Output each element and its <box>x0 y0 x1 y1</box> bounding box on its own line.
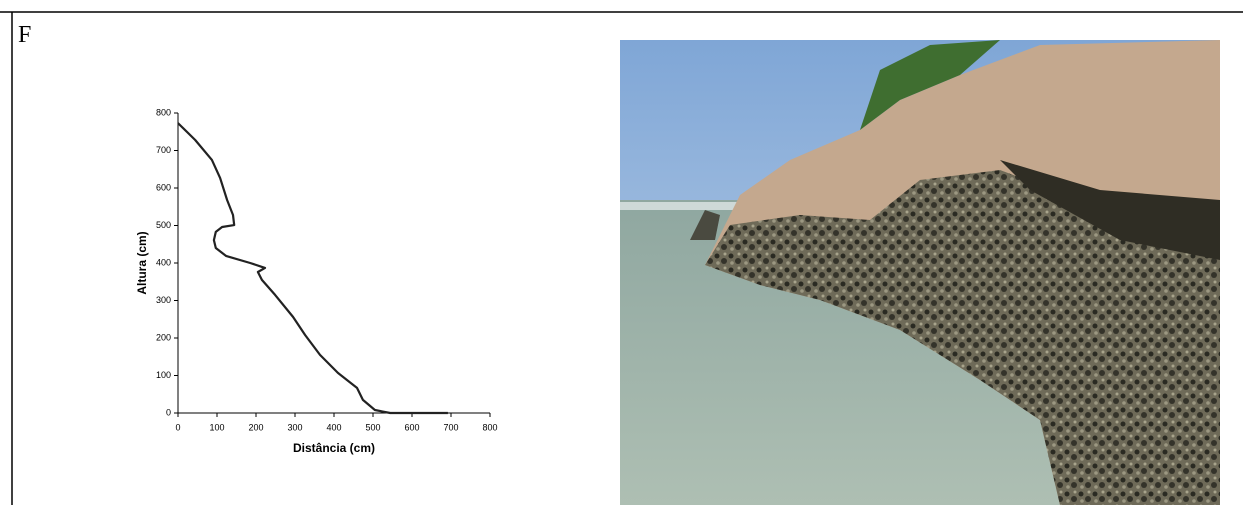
panel-label: F <box>18 22 31 48</box>
x-tick-label: 300 <box>287 422 302 432</box>
x-tick-label: 400 <box>326 422 341 432</box>
y-tick-label: 300 <box>156 295 171 305</box>
chart: Distância (cm) Altura (cm) 0 100 200 300 400… <box>135 107 498 455</box>
photo-crevice <box>1000 160 1220 260</box>
photo-rock-shadow <box>705 170 1220 505</box>
y-tick-label: 800 <box>156 107 171 117</box>
x-tick-label: 800 <box>482 422 497 432</box>
x-tick-label: 100 <box>209 422 224 432</box>
photo <box>620 40 1220 505</box>
y-tick-label: 500 <box>156 220 171 230</box>
x-tick-label: 700 <box>443 422 458 432</box>
y-tick-label: 200 <box>156 332 171 342</box>
y-tick-label: 100 <box>156 370 171 380</box>
photo-rock-small <box>690 210 720 240</box>
photo-surf <box>620 202 740 210</box>
x-tick-label: 0 <box>175 422 180 432</box>
photo-vegetation <box>860 40 1000 130</box>
y-tick-label: 0 <box>166 407 171 417</box>
y-tick-label: 600 <box>156 182 171 192</box>
x-axis-title: Distância (cm) <box>293 441 375 455</box>
x-tick-label: 200 <box>248 422 263 432</box>
x-tick-label: 500 <box>365 422 380 432</box>
y-axis-title: Altura (cm) <box>135 231 149 294</box>
x-tick-label: 600 <box>404 422 419 432</box>
y-tick-label: 700 <box>156 145 171 155</box>
y-tick-label: 400 <box>156 257 171 267</box>
profile-line <box>177 122 448 415</box>
